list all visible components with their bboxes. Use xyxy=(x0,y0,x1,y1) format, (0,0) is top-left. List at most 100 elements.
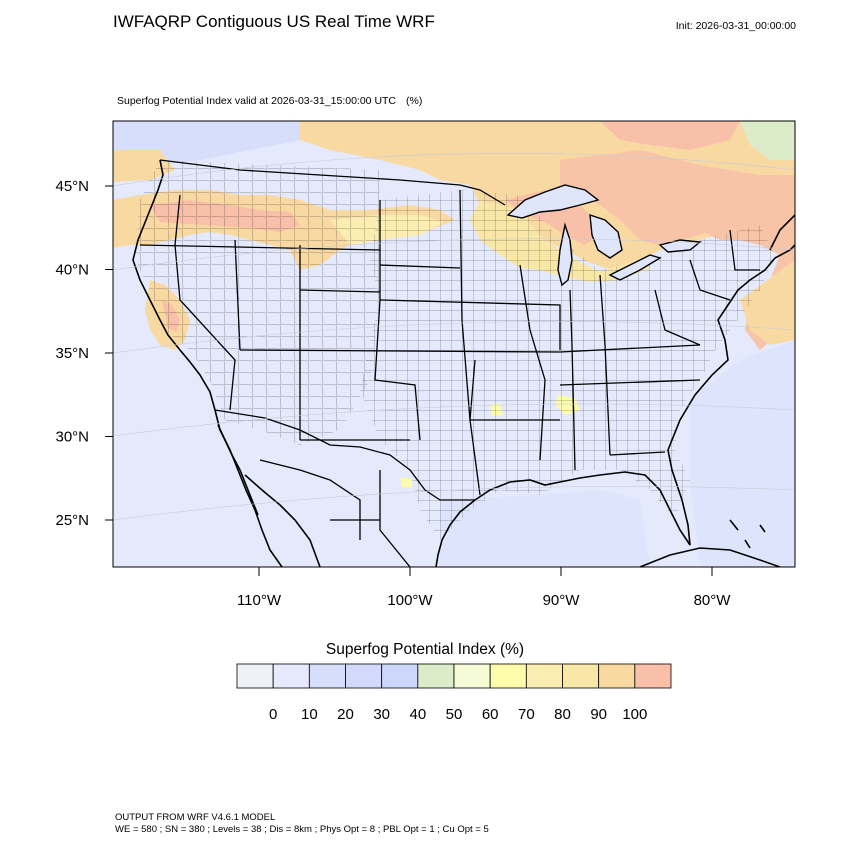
lake-michigan xyxy=(557,222,573,287)
gulf-california-coast xyxy=(217,424,259,516)
mexico-state-borders xyxy=(259,459,411,567)
legend-swatch xyxy=(308,663,346,689)
lat-label: 45°N xyxy=(55,178,89,195)
legend-swatch xyxy=(345,663,383,689)
latitude-axis: 45°N 40°N 35°N 30°N 25°N xyxy=(55,178,113,529)
graticule-35n xyxy=(113,321,795,354)
bahamas xyxy=(729,519,766,549)
fog-field-canada-core xyxy=(560,150,795,245)
lon-label: 80°W xyxy=(694,592,732,609)
county-grid-west xyxy=(135,160,380,445)
longitude-axis: 110°W 100°W 90°W 80°W xyxy=(237,567,731,609)
init-time: Init: 2026-03-31_00:00:00 xyxy=(675,20,796,32)
state-border-13 xyxy=(569,289,576,471)
maine-coast xyxy=(769,214,795,251)
pacific-coast xyxy=(132,159,216,411)
legend-swatch xyxy=(381,663,419,689)
lon-label: 110°W xyxy=(237,592,282,609)
state-borders xyxy=(139,159,760,567)
mexico-pacific-coast xyxy=(244,474,321,567)
fog-field-south-3 xyxy=(400,478,412,488)
legend-label: 0 xyxy=(269,706,277,723)
subtitle-text: Superfog Potential Index valid at 2026-0… xyxy=(117,95,397,107)
lake-ontario xyxy=(658,239,702,253)
legend-label: 80 xyxy=(554,706,571,723)
graticule-25n xyxy=(113,485,795,521)
state-border-18 xyxy=(689,259,731,301)
state-border-19 xyxy=(729,229,760,271)
great-lakes xyxy=(506,184,702,287)
state-border-7 xyxy=(379,299,561,350)
lake-huron xyxy=(589,213,623,259)
graticule-30n xyxy=(113,403,795,437)
state-border-3 xyxy=(234,239,241,351)
legend-swatch xyxy=(272,663,310,689)
state-border-10 xyxy=(379,264,461,269)
state-border-5 xyxy=(374,200,421,441)
lat-label: 30°N xyxy=(55,429,89,446)
legend-swatch xyxy=(417,663,455,689)
legend-label: 20 xyxy=(337,706,354,723)
legend-swatch xyxy=(453,663,491,689)
legend-swatch xyxy=(489,663,527,689)
state-border-11 xyxy=(299,289,381,293)
us-mexico-border xyxy=(214,409,475,501)
lake-erie xyxy=(608,254,662,281)
subtitle-unit: (%) xyxy=(406,95,423,107)
map-panel xyxy=(113,121,795,567)
lat-label: 40°N xyxy=(55,262,89,279)
model-footer: OUTPUT FROM WRF V4.6.1 MODEL WE = 580 ; … xyxy=(115,812,489,836)
graticule-45n xyxy=(113,153,795,187)
legend-label: 10 xyxy=(301,706,318,723)
us-canada-border xyxy=(159,159,506,206)
coastlines xyxy=(132,159,795,567)
state-border-8 xyxy=(239,344,701,353)
legend-label: 70 xyxy=(518,706,535,723)
gulf-field xyxy=(440,490,650,567)
lat-label: 25°N xyxy=(55,512,89,529)
footer-line-1: OUTPUT FROM WRF V4.6.1 MODEL xyxy=(115,812,276,823)
legend-label: 60 xyxy=(482,706,499,723)
lake-superior xyxy=(506,184,600,219)
gulf-coast-west xyxy=(435,499,476,567)
lon-label: 100°W xyxy=(387,592,433,609)
legend-label: 40 xyxy=(409,706,426,723)
lon-label: 90°W xyxy=(543,592,581,609)
state-border-17 xyxy=(654,289,701,346)
legend-swatch xyxy=(598,663,636,689)
footer-line-2: WE = 580 ; SN = 380 ; Levels = 38 ; Dis … xyxy=(115,824,489,835)
map-frame xyxy=(112,120,796,568)
legend-swatch xyxy=(634,663,672,689)
atlantic-coast xyxy=(667,244,795,451)
legend-swatch xyxy=(525,663,563,689)
legend-label: 50 xyxy=(446,706,463,723)
state-border-1 xyxy=(139,244,381,251)
map-subtitle: Superfog Potential Index valid at 2026-0… xyxy=(117,95,422,107)
cuba xyxy=(639,547,781,567)
county-grid-east xyxy=(360,190,775,540)
page-title: IWFAQRP Contiguous US Real Time WRF xyxy=(113,12,435,31)
atlantic-field xyxy=(690,340,795,567)
state-border-14 xyxy=(599,274,611,456)
state-border-6 xyxy=(459,189,481,496)
legend-label: 30 xyxy=(373,706,390,723)
legend-labels: 0 10 20 30 40 50 60 70 80 90 100 xyxy=(269,706,647,723)
state-border-16 xyxy=(609,451,666,456)
legend-swatch xyxy=(236,663,274,689)
legend-title: Superfog Potential Index (%) xyxy=(325,641,525,658)
state-border-15 xyxy=(559,379,701,386)
legend-colorbar xyxy=(236,663,672,689)
state-border-2 xyxy=(174,194,236,411)
fog-field-canada-north xyxy=(600,121,740,150)
state-border-20 xyxy=(469,359,560,421)
fog-field-canada-east xyxy=(740,121,795,160)
graticule-40n xyxy=(113,238,795,271)
lat-label: 35°N xyxy=(55,345,89,362)
legend-label: 90 xyxy=(590,706,607,723)
gulf-coast xyxy=(474,449,691,546)
graticule xyxy=(113,153,795,521)
fog-field-atlantic xyxy=(740,260,795,345)
legend-swatch xyxy=(562,663,600,689)
legend-label: 100 xyxy=(622,706,647,723)
